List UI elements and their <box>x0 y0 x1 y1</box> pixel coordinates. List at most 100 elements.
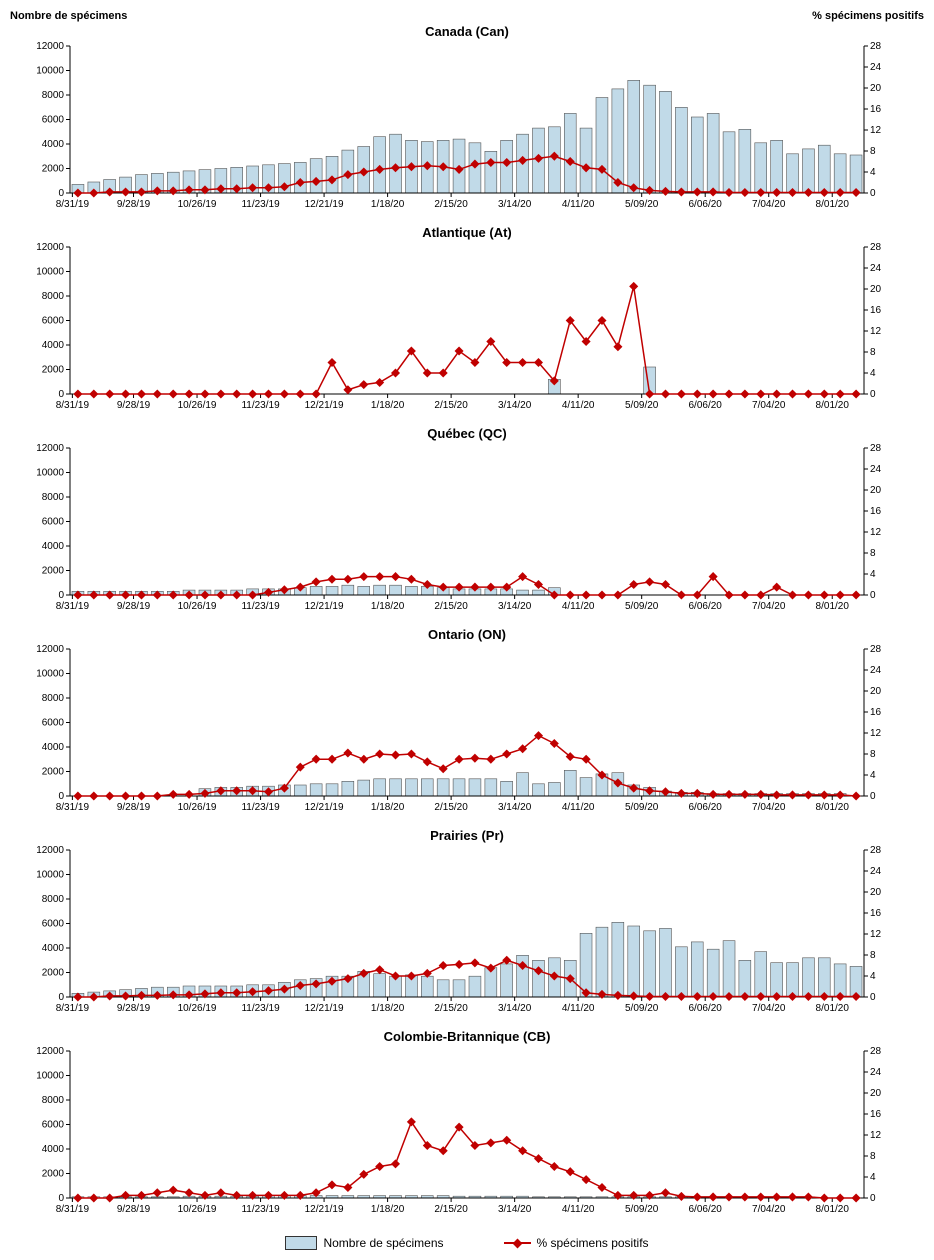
line-marker <box>836 790 845 799</box>
legend-line-label: % spécimens positifs <box>537 1236 649 1250</box>
line-marker <box>740 790 749 799</box>
line-marker <box>709 1192 718 1201</box>
line-marker <box>566 1167 575 1176</box>
bar <box>596 98 608 194</box>
line-marker <box>772 1192 781 1201</box>
x-tick-label: 2/15/20 <box>434 1003 468 1014</box>
line-marker <box>740 1192 749 1201</box>
line-marker <box>597 1183 606 1192</box>
bar <box>342 585 354 595</box>
x-tick-label: 4/11/20 <box>562 199 595 210</box>
x-tick-label: 5/09/20 <box>625 199 659 210</box>
line-marker <box>248 389 257 398</box>
bar <box>675 107 687 193</box>
x-tick-label: 4/11/20 <box>562 802 595 813</box>
x-tick-label: 2/15/20 <box>434 199 468 210</box>
x-tick-label: 3/14/20 <box>498 1204 532 1215</box>
y-right-tick: 8 <box>870 749 876 760</box>
chart-title: Prairies (Pr) <box>10 828 924 843</box>
y-right-tick: 24 <box>870 464 882 475</box>
bar <box>834 154 846 193</box>
bar <box>771 140 783 193</box>
y-left-tick: 6000 <box>42 919 65 930</box>
y-left-tick: 10000 <box>36 267 64 278</box>
line-marker <box>264 1191 273 1200</box>
line-marker <box>756 1192 765 1201</box>
x-tick-label: 1/18/20 <box>371 601 405 612</box>
chart-svg: 0200040006000800010000120000481216202428… <box>10 443 924 623</box>
x-tick-label: 6/06/20 <box>689 601 723 612</box>
line-marker <box>391 1159 400 1168</box>
x-tick-label: 12/21/19 <box>305 601 344 612</box>
y-left-tick: 8000 <box>42 492 65 503</box>
x-tick-label: 5/09/20 <box>625 400 659 411</box>
line-marker <box>407 749 416 758</box>
line-marker <box>645 1191 654 1200</box>
bar <box>326 784 338 796</box>
bar <box>342 781 354 796</box>
line-marker <box>375 1162 384 1171</box>
y-left-tick: 10000 <box>36 669 64 680</box>
line-marker <box>232 1191 241 1200</box>
y-left-tick: 2000 <box>42 1169 65 1180</box>
line-marker <box>375 965 384 974</box>
line-marker <box>724 790 733 799</box>
chart-panel: Ontario (ON)0200040006000800010000120000… <box>10 627 924 824</box>
y-right-tick: 12 <box>870 728 882 739</box>
y-left-tick: 6000 <box>42 1120 65 1131</box>
line-marker <box>89 389 98 398</box>
bar <box>580 128 592 193</box>
y-right-tick: 4 <box>870 1172 876 1183</box>
x-tick-label: 1/18/20 <box>371 1204 405 1215</box>
line-marker <box>534 1154 543 1163</box>
y-right-tick: 12 <box>870 326 882 337</box>
y-left-tick: 6000 <box>42 718 65 729</box>
y-right-tick: 16 <box>870 908 882 919</box>
bar <box>548 783 560 797</box>
line-marker <box>248 1191 257 1200</box>
line-marker <box>709 790 718 799</box>
line-marker <box>820 790 829 799</box>
y-left-tick: 8000 <box>42 894 65 905</box>
bar <box>564 113 576 193</box>
x-tick-label: 9/28/19 <box>117 400 151 411</box>
y-left-tick: 2000 <box>42 566 65 577</box>
x-tick-label: 8/31/19 <box>56 1003 90 1014</box>
y-right-tick: 12 <box>870 1130 882 1141</box>
bar <box>628 80 640 193</box>
y-right-tick: 20 <box>870 887 882 898</box>
x-tick-label: 8/01/20 <box>816 802 850 813</box>
bar <box>501 964 513 997</box>
line-marker <box>582 590 591 599</box>
line-marker <box>613 591 622 600</box>
line-marker <box>105 1193 114 1202</box>
line-marker <box>502 1136 511 1145</box>
line-marker <box>455 960 464 969</box>
y-right-tick: 0 <box>870 992 876 1003</box>
line-marker <box>375 750 384 759</box>
pct-line <box>78 286 856 394</box>
x-tick-label: 10/26/19 <box>178 400 217 411</box>
y-right-tick: 20 <box>870 83 882 94</box>
bar <box>469 779 481 796</box>
line-marker <box>502 956 511 965</box>
bar <box>660 928 672 997</box>
line-marker <box>423 757 432 766</box>
y-right-tick: 28 <box>870 443 882 454</box>
bar <box>485 151 497 193</box>
x-tick-label: 8/01/20 <box>816 1204 850 1215</box>
x-tick-label: 2/15/20 <box>434 802 468 813</box>
line-marker <box>137 1191 146 1200</box>
line-marker <box>836 590 845 599</box>
line-marker <box>137 792 146 801</box>
line-marker <box>756 389 765 398</box>
x-tick-label: 5/09/20 <box>625 1204 659 1215</box>
line-marker <box>264 389 273 398</box>
line-marker <box>121 791 130 800</box>
line-marker <box>709 389 718 398</box>
y-left-tick: 0 <box>58 1193 64 1204</box>
legend-line-swatch <box>504 1240 531 1247</box>
y-left-tick: 2000 <box>42 767 65 778</box>
y-right-tick: 0 <box>870 389 876 400</box>
bar <box>310 586 322 595</box>
